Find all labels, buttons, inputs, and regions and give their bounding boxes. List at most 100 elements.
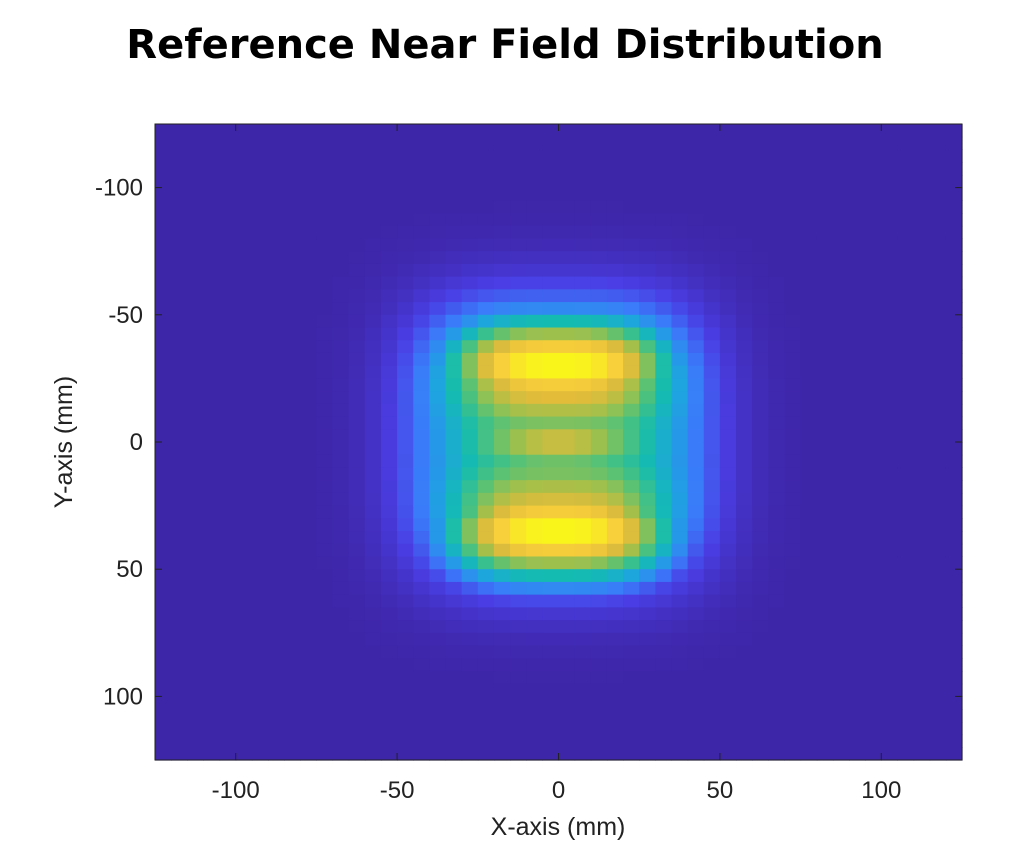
heatmap-cell bbox=[332, 505, 350, 519]
heatmap-cell bbox=[510, 632, 527, 647]
heatmap-cell bbox=[945, 505, 963, 519]
heatmap-cell bbox=[510, 492, 527, 507]
heatmap-cell bbox=[945, 340, 963, 354]
heatmap-cell bbox=[267, 531, 285, 545]
heatmap-cell bbox=[300, 709, 317, 723]
heatmap-cell bbox=[510, 251, 527, 265]
heatmap-cell bbox=[187, 352, 205, 367]
heatmap-cell bbox=[768, 327, 786, 341]
heatmap-cell bbox=[300, 162, 317, 176]
heatmap-cell bbox=[590, 263, 608, 278]
heatmap-cell bbox=[526, 225, 543, 240]
heatmap-cell bbox=[526, 734, 543, 748]
heatmap-cell bbox=[687, 263, 705, 278]
heatmap-cell bbox=[316, 403, 334, 418]
heatmap-cell bbox=[397, 454, 414, 469]
heatmap-cell bbox=[913, 302, 931, 316]
heatmap-cell bbox=[719, 263, 737, 278]
heatmap-cell bbox=[364, 683, 382, 697]
heatmap-cell bbox=[832, 416, 850, 430]
heatmap-cell bbox=[929, 709, 947, 723]
heatmap-cell bbox=[332, 327, 350, 341]
heatmap-cell bbox=[719, 174, 737, 189]
heatmap-cell bbox=[526, 569, 543, 583]
heatmap-cell bbox=[203, 327, 221, 341]
heatmap-cell bbox=[203, 238, 221, 252]
heatmap-cell bbox=[703, 467, 721, 481]
heatmap-cell bbox=[429, 531, 447, 545]
heatmap-cell bbox=[203, 302, 221, 316]
heatmap-cell bbox=[849, 403, 866, 418]
heatmap-cell bbox=[155, 505, 172, 519]
heatmap-cell bbox=[235, 327, 253, 341]
heatmap-cell bbox=[526, 442, 543, 456]
heatmap-cell bbox=[590, 391, 608, 405]
heatmap-cell bbox=[865, 200, 882, 214]
heatmap-cell bbox=[800, 378, 818, 392]
heatmap-cell bbox=[639, 200, 656, 214]
heatmap-cell bbox=[655, 709, 673, 723]
heatmap-cell bbox=[348, 200, 366, 214]
heatmap-cell bbox=[913, 251, 931, 265]
heatmap-cell bbox=[284, 721, 301, 736]
heatmap-cell bbox=[800, 442, 818, 456]
heatmap-cell bbox=[493, 276, 511, 290]
heatmap-cell bbox=[251, 454, 269, 469]
heatmap-cell bbox=[155, 416, 172, 430]
heatmap-cell bbox=[849, 645, 866, 659]
heatmap-cell bbox=[300, 238, 317, 252]
heatmap-cell bbox=[897, 721, 915, 736]
heatmap-cell bbox=[639, 174, 656, 189]
heatmap-cell bbox=[348, 276, 366, 290]
heatmap-cell bbox=[429, 251, 447, 265]
heatmap-cell bbox=[703, 734, 721, 748]
heatmap-cell bbox=[413, 696, 430, 710]
heatmap-cell bbox=[703, 721, 721, 736]
heatmap-cell bbox=[945, 492, 963, 507]
heatmap-cell bbox=[768, 747, 786, 761]
heatmap-cell bbox=[671, 747, 689, 761]
heatmap-cell bbox=[445, 467, 463, 481]
heatmap-cell bbox=[219, 442, 237, 456]
heatmap-cell bbox=[736, 454, 753, 469]
heatmap-cell bbox=[784, 594, 802, 608]
heatmap-cell bbox=[606, 352, 624, 367]
heatmap-cell bbox=[800, 187, 818, 201]
heatmap-cell bbox=[429, 403, 447, 418]
heatmap-cell bbox=[251, 136, 269, 151]
heatmap-cell bbox=[219, 543, 237, 558]
heatmap-cell bbox=[655, 187, 673, 201]
heatmap-cell bbox=[929, 263, 947, 278]
heatmap-cell bbox=[316, 429, 334, 443]
heatmap-cell bbox=[542, 200, 560, 214]
heatmap-cell bbox=[719, 124, 737, 138]
heatmap-cell bbox=[413, 658, 430, 672]
heatmap-cell bbox=[510, 683, 527, 697]
heatmap-cell bbox=[219, 556, 237, 570]
heatmap-cell bbox=[203, 124, 221, 138]
heatmap-cell bbox=[397, 327, 414, 341]
heatmap-cell bbox=[671, 569, 689, 583]
heatmap-cell bbox=[171, 581, 188, 596]
heatmap-cell bbox=[380, 174, 398, 189]
heatmap-cell bbox=[558, 594, 576, 608]
heatmap-cell bbox=[251, 683, 269, 697]
heatmap-cell bbox=[623, 403, 640, 418]
heatmap-cell bbox=[477, 416, 495, 430]
heatmap-cell bbox=[187, 314, 205, 329]
heatmap-cell bbox=[445, 378, 463, 392]
heatmap-cell bbox=[397, 734, 414, 748]
heatmap-cell bbox=[300, 734, 317, 748]
heatmap-cell bbox=[364, 136, 382, 151]
heatmap-cell bbox=[155, 556, 172, 570]
heatmap-cell bbox=[542, 518, 560, 532]
heatmap-cell bbox=[768, 251, 786, 265]
heatmap-cell bbox=[493, 607, 511, 621]
heatmap-cell bbox=[316, 467, 334, 481]
heatmap-cell bbox=[316, 556, 334, 570]
heatmap-cell bbox=[316, 289, 334, 303]
heatmap-cell bbox=[235, 238, 253, 252]
heatmap-cell bbox=[542, 569, 560, 583]
heatmap-cell bbox=[784, 225, 802, 240]
heatmap-cell bbox=[251, 327, 269, 341]
